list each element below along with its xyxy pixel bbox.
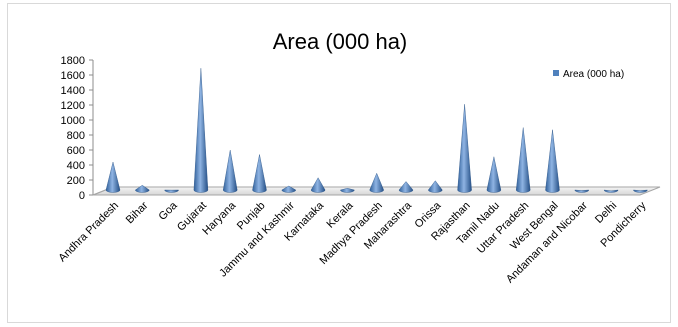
cone-bar (369, 172, 384, 193)
cone-bar (486, 156, 502, 193)
cone-bar (193, 68, 209, 193)
cone-shape (252, 154, 267, 193)
cone-shape (603, 189, 619, 193)
cone-layer (105, 68, 648, 193)
chart-frame (7, 3, 671, 323)
cone-bar (457, 104, 472, 193)
legend-swatch (553, 70, 559, 76)
category-label: Andhra Pradesh (56, 200, 121, 265)
cone-bar (398, 181, 414, 193)
category-label: Bihar (124, 199, 151, 226)
cone-shape (310, 177, 326, 193)
y-tick-label: 800 (67, 130, 85, 142)
cone-shape (428, 180, 443, 193)
cone-bar (281, 185, 297, 193)
y-tick-label: 1400 (61, 85, 85, 97)
cone-bar (340, 188, 355, 193)
cone-shape (398, 181, 414, 193)
y-tick-label: 200 (67, 175, 85, 187)
cone-bar (633, 189, 648, 193)
category-label: Delhi (593, 200, 619, 226)
y-tick-label: 0 (79, 190, 85, 202)
cone-bar (222, 149, 238, 193)
cone-shape (633, 189, 648, 193)
cone-bar (428, 180, 443, 193)
cone-shape (135, 185, 150, 193)
category-label: Haryana (200, 199, 239, 238)
cone-shape (340, 188, 355, 193)
cone-shape (486, 156, 502, 193)
y-tick-label: 1800 (61, 55, 85, 67)
legend-label: Area (000 ha) (563, 69, 624, 80)
cone-shape (457, 104, 472, 193)
cone-shape (193, 68, 209, 193)
y-tick-label: 400 (67, 160, 85, 172)
cone-bar (603, 189, 619, 193)
cone-shape (164, 189, 179, 193)
cone-shape (574, 189, 590, 193)
chart-title: Area (000 ha) (273, 29, 408, 54)
cone-bar (310, 177, 326, 193)
cone-bar (164, 189, 179, 193)
cone-shape (222, 149, 238, 193)
cone-bar (252, 154, 267, 193)
y-tick-label: 1000 (61, 115, 85, 127)
y-tick-label: 1200 (61, 100, 85, 112)
cone-shape (545, 129, 560, 193)
cone-bar (545, 129, 560, 193)
cone-bar (515, 127, 531, 193)
cone-bar (135, 185, 150, 193)
cone-shape (281, 185, 297, 193)
category-label: Goa (157, 199, 181, 223)
cone-bar (574, 189, 590, 193)
category-label-layer: Andhra Pradesh Bihar GoaGujaratHaryanaPunj… (56, 199, 648, 286)
cone-shape (515, 127, 531, 193)
y-tick-label: 1600 (61, 70, 85, 82)
cone-shape (105, 161, 121, 193)
cone-shape (369, 172, 384, 193)
cone-bar (105, 161, 121, 193)
y-tick-label: 600 (67, 145, 85, 157)
legend: Area (000 ha) (553, 69, 624, 80)
